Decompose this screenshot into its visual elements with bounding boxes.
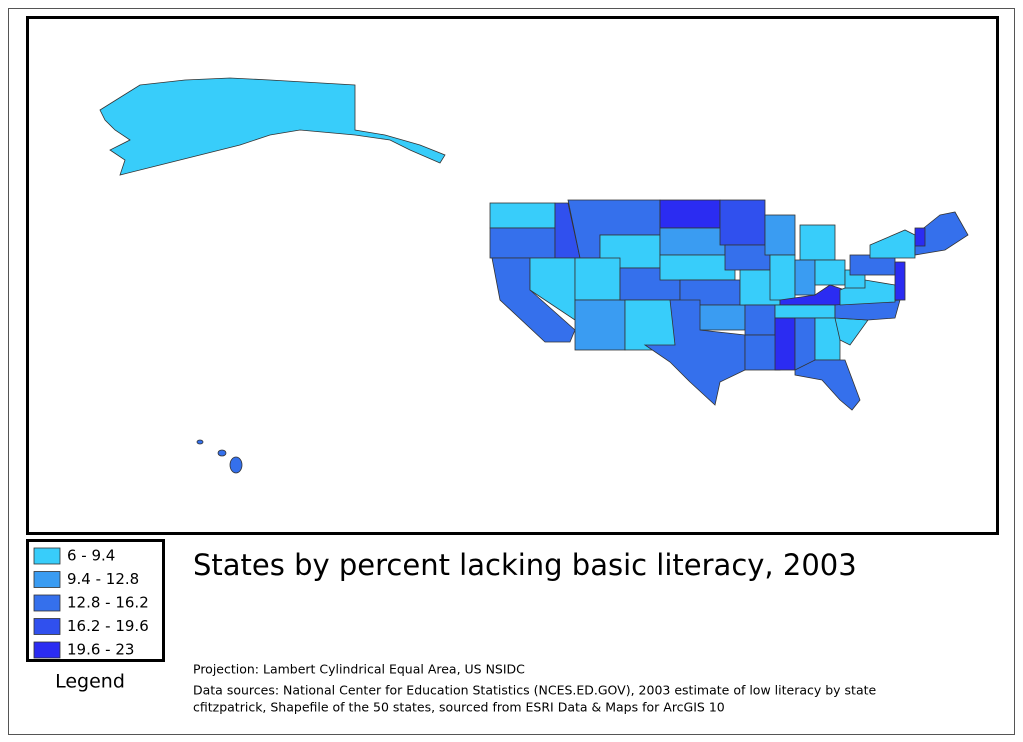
state bbox=[196, 439, 204, 445]
state bbox=[99, 77, 446, 176]
state bbox=[774, 317, 796, 371]
legend-swatch bbox=[33, 641, 61, 659]
state bbox=[724, 244, 771, 271]
state bbox=[489, 202, 556, 229]
legend-label: 19.6 - 23 bbox=[67, 641, 134, 659]
state bbox=[794, 259, 816, 296]
state bbox=[659, 254, 736, 281]
state bbox=[574, 257, 621, 301]
states bbox=[99, 77, 969, 474]
state bbox=[574, 299, 626, 351]
legend-swatch bbox=[33, 547, 61, 565]
state bbox=[774, 304, 836, 319]
state bbox=[624, 299, 676, 351]
projection-note: Projection: Lambert Cylindrical Equal Ar… bbox=[193, 662, 525, 677]
page-border bbox=[8, 8, 1015, 735]
legend-label: 9.4 - 12.8 bbox=[67, 570, 139, 588]
state bbox=[814, 317, 841, 361]
state bbox=[769, 254, 796, 301]
source-note: Data sources: National Center for Educat… bbox=[193, 683, 877, 698]
state bbox=[914, 227, 926, 247]
map-title: States by percent lacking basic literacy… bbox=[193, 548, 857, 582]
state bbox=[217, 449, 227, 457]
legend: 6 - 9.4 9.4 - 12.8 12.8 - 16.2 16.2 - 19.6 1… bbox=[33, 547, 149, 659]
state bbox=[814, 259, 846, 286]
legend-label: 16.2 - 19.6 bbox=[67, 617, 149, 635]
legend-title: Legend bbox=[55, 671, 125, 693]
legend-label: 12.8 - 16.2 bbox=[67, 594, 149, 612]
state bbox=[643, 299, 746, 406]
state bbox=[764, 214, 796, 256]
state bbox=[719, 199, 766, 246]
legend-label: 6 - 9.4 bbox=[67, 547, 115, 565]
state bbox=[799, 224, 836, 261]
state bbox=[744, 304, 776, 336]
state bbox=[744, 334, 781, 371]
state bbox=[229, 456, 243, 474]
state bbox=[894, 261, 906, 301]
legend-swatch bbox=[33, 594, 61, 612]
state bbox=[489, 227, 556, 259]
legend-swatch bbox=[33, 571, 61, 588]
state bbox=[659, 199, 721, 229]
source-note: cfitzpatrick, Shapefile of the 50 states… bbox=[193, 700, 725, 715]
state bbox=[659, 227, 726, 256]
state bbox=[794, 359, 861, 411]
state bbox=[914, 211, 969, 256]
legend-swatch bbox=[33, 618, 61, 635]
